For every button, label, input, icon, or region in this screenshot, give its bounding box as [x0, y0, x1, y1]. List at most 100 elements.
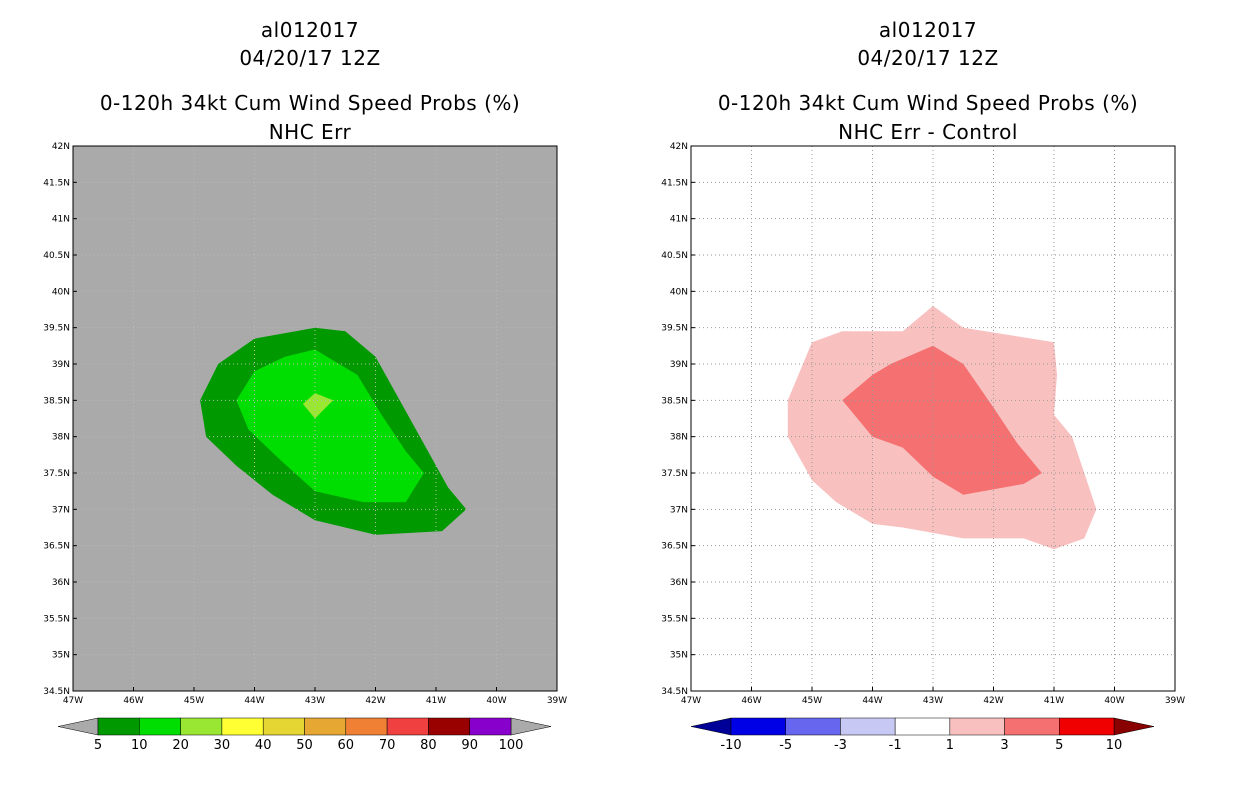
- left-lat-label: 41.5N: [43, 178, 70, 188]
- left-colorbar-over: [510, 717, 552, 736]
- right-colorbar-swatch: [1059, 717, 1115, 736]
- left-colorbar-swatch: [386, 717, 429, 736]
- right-colorbar-swatch: [949, 717, 1005, 736]
- right-lat-label: 40N: [670, 287, 688, 297]
- left-colorbar-label: 20: [172, 738, 189, 753]
- right-lat-label: 37N: [670, 505, 688, 515]
- right-colorbar-label: 10: [1106, 738, 1123, 753]
- right-colorbar-label: -1: [889, 738, 902, 753]
- right-title-date: 04/20/17 12Z: [857, 46, 999, 70]
- left-grid-lines: [73, 146, 557, 691]
- right-colorbar-swatch: [785, 717, 841, 736]
- right-map-panel: 47W 46W 45W 44W 43W 42W 41W 40W 39W 42N 41.5N 41N 40…: [661, 142, 1185, 706]
- left-lat-label: 38.5N: [43, 396, 70, 406]
- left-lat-label: 35N: [52, 651, 70, 661]
- left-lat-label: 39.5N: [43, 324, 70, 334]
- right-lon-label: 41W: [1044, 696, 1064, 706]
- left-colorbar-label: 100: [499, 738, 524, 753]
- right-colorbar: -10 -5 -3 -1 1 3 5 10: [690, 717, 1155, 753]
- right-axis-ticks: 47W 46W 45W 44W 43W 42W 41W 40W 39W 42N 41.5N 41N 40…: [661, 142, 1185, 706]
- right-lat-label: 35N: [670, 651, 688, 661]
- left-contours-group: [200, 327, 467, 535]
- right-colorbar-label: -5: [779, 738, 792, 753]
- left-lat-label: 36.5N: [43, 542, 70, 552]
- right-lat-label: 39.5N: [661, 324, 688, 334]
- left-lat-label: 36N: [52, 578, 70, 588]
- right-colorbar-label: 3: [1000, 738, 1008, 753]
- left-colorbar-label: 60: [338, 738, 355, 753]
- left-map-panel: 47W 46W 45W 44W 43W 42W 41W 40W 39W 42N 41.5N 41N 40…: [43, 142, 567, 706]
- left-lon-label: 47W: [63, 696, 83, 706]
- right-lon-label: 40W: [1104, 696, 1124, 706]
- right-lat-label: 36.5N: [661, 542, 688, 552]
- right-colorbar-swatch: [730, 717, 786, 736]
- left-lat-label: 35.5N: [43, 614, 70, 624]
- left-lat-label: 38N: [52, 433, 70, 443]
- left-colorbar-label: 50: [296, 738, 313, 753]
- left-colorbar-swatch: [97, 717, 140, 736]
- left-lat-label: 37N: [52, 505, 70, 515]
- left-lon-label: 41W: [426, 696, 446, 706]
- right-colorbar-label: 5: [1055, 738, 1063, 753]
- left-lat-label: 39N: [52, 360, 70, 370]
- right-lon-label: 44W: [862, 696, 882, 706]
- right-lon-label: 45W: [802, 696, 822, 706]
- left-title-subtitle: NHC Err: [268, 120, 352, 144]
- right-lon-label: 39W: [1165, 696, 1185, 706]
- left-colorbar-label: 5: [94, 738, 102, 753]
- right-lat-label: 42N: [670, 142, 688, 152]
- right-lon-label: 43W: [923, 696, 943, 706]
- right-lon-label: 46W: [741, 696, 761, 706]
- left-lat-label: 34.5N: [43, 687, 70, 697]
- left-colorbar-swatch: [221, 717, 264, 736]
- left-colorbar-swatch: [139, 717, 181, 736]
- left-colorbar-swatch: [428, 717, 470, 736]
- left-lat-label: 40.5N: [43, 251, 70, 261]
- left-lat-label: 40N: [52, 287, 70, 297]
- right-colorbar-swatch: [894, 717, 951, 736]
- right-grid-lines: [691, 146, 1175, 691]
- left-colorbar-label: 40: [255, 738, 272, 753]
- left-title-product: 0-120h 34kt Cum Wind Speed Probs (%): [99, 91, 521, 115]
- right-title-product: 0-120h 34kt Cum Wind Speed Probs (%): [717, 91, 1139, 115]
- right-colorbar-over: [1113, 717, 1155, 736]
- left-lon-label: 45W: [184, 696, 204, 706]
- left-lat-label: 41N: [52, 215, 70, 225]
- left-colorbar-label: 10: [131, 738, 148, 753]
- left-lat-label: 42N: [52, 142, 70, 152]
- right-lat-label: 38.5N: [661, 396, 688, 406]
- left-colorbar-label: 80: [420, 738, 437, 753]
- right-colorbar-label: 1: [946, 738, 954, 753]
- left-lon-label: 42W: [365, 696, 385, 706]
- right-title-storm-id: al012017: [878, 18, 978, 42]
- left-title-date: 04/20/17 12Z: [239, 46, 381, 70]
- right-title-subtitle: NHC Err - Control: [838, 120, 1018, 144]
- right-colorbar-swatch: [1004, 717, 1060, 736]
- left-lon-label: 39W: [547, 696, 567, 706]
- left-contour-20-30: [302, 393, 334, 419]
- right-colorbar-label: -3: [834, 738, 847, 753]
- left-lon-label: 43W: [305, 696, 325, 706]
- right-colorbar-under: [690, 717, 732, 736]
- right-lat-label: 36N: [670, 578, 688, 588]
- right-lat-label: 40.5N: [661, 251, 688, 261]
- right-lat-label: 37.5N: [661, 469, 688, 479]
- left-lon-label: 40W: [486, 696, 506, 706]
- right-lon-label: 47W: [681, 696, 701, 706]
- left-colorbar-swatch: [345, 717, 388, 736]
- left-contour-10-20: [236, 349, 424, 503]
- right-lat-label: 35.5N: [661, 614, 688, 624]
- right-colorbar-label: -10: [720, 738, 741, 753]
- right-lat-label: 41N: [670, 215, 688, 225]
- left-lon-label: 46W: [123, 696, 143, 706]
- left-title-storm-id: al012017: [260, 18, 360, 42]
- right-lat-label: 38N: [670, 433, 688, 443]
- right-contours-group: [787, 305, 1097, 550]
- left-colorbar: 5 10 20 30 40 50 60 70 80 90 100: [57, 717, 552, 753]
- left-colorbar-swatch: [262, 717, 305, 736]
- left-colorbar-label: 30: [214, 738, 231, 753]
- right-contour-3-5: [842, 345, 1042, 495]
- left-colorbar-swatch: [180, 717, 223, 736]
- left-colorbar-swatch: [469, 717, 512, 736]
